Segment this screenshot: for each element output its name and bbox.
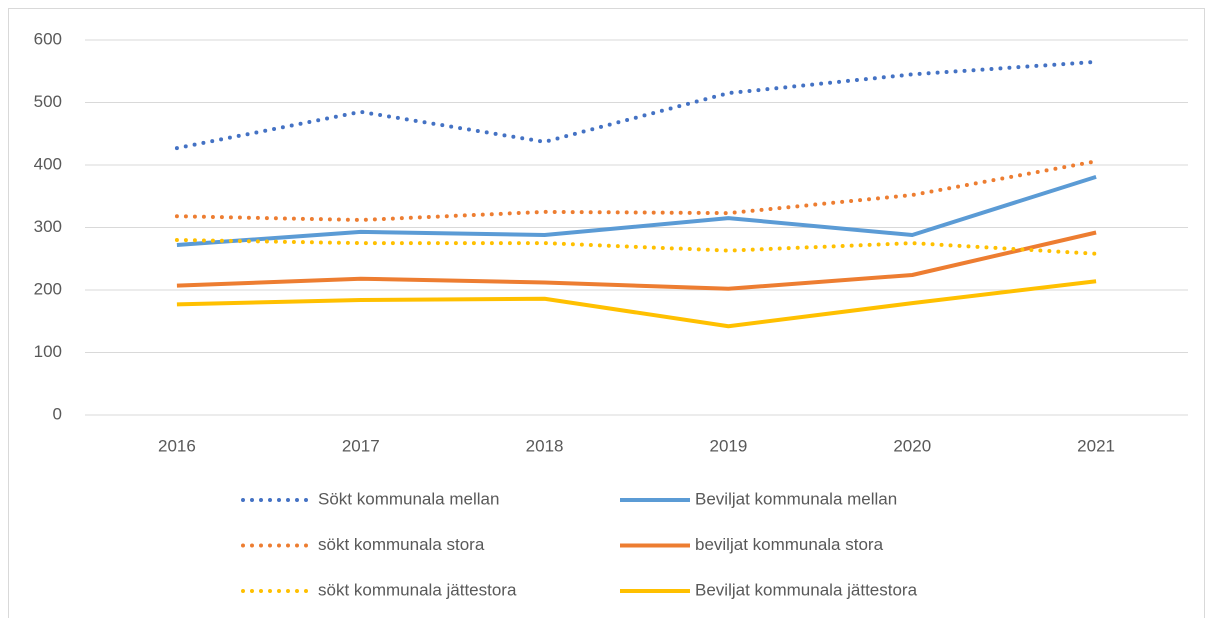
legend-label: sökt kommunala jättestora: [318, 580, 517, 599]
x-tick-label: 2019: [710, 436, 748, 455]
series-line: [176, 230, 1097, 291]
x-tick-label: 2017: [342, 436, 380, 455]
series-line: [176, 279, 1097, 329]
legend-label: Beviljat kommunala mellan: [695, 489, 897, 508]
y-tick-label: 200: [34, 279, 62, 298]
x-tick-label: 2020: [893, 436, 931, 455]
x-tick-label: 2018: [526, 436, 564, 455]
legend-label: Beviljat kommunala jättestora: [695, 580, 918, 599]
y-tick-label: 300: [34, 217, 62, 236]
series-line: [174, 238, 1099, 256]
legend-label: Sökt kommunala mellan: [318, 489, 499, 508]
x-tick-label: 2021: [1077, 436, 1115, 455]
series-line: [174, 59, 1099, 151]
y-tick-label: 500: [34, 92, 62, 111]
y-tick-label: 400: [34, 154, 62, 173]
y-tick-label: 0: [53, 404, 62, 423]
y-tick-label: 600: [34, 29, 62, 48]
x-tick-label: 2016: [158, 436, 196, 455]
series-line: [176, 174, 1097, 247]
legend-label: beviljat kommunala stora: [695, 535, 884, 554]
series-line: [174, 159, 1099, 223]
chart-border: [8, 8, 1205, 618]
y-tick-label: 100: [34, 342, 62, 361]
legend-label: sökt kommunala stora: [318, 535, 485, 554]
